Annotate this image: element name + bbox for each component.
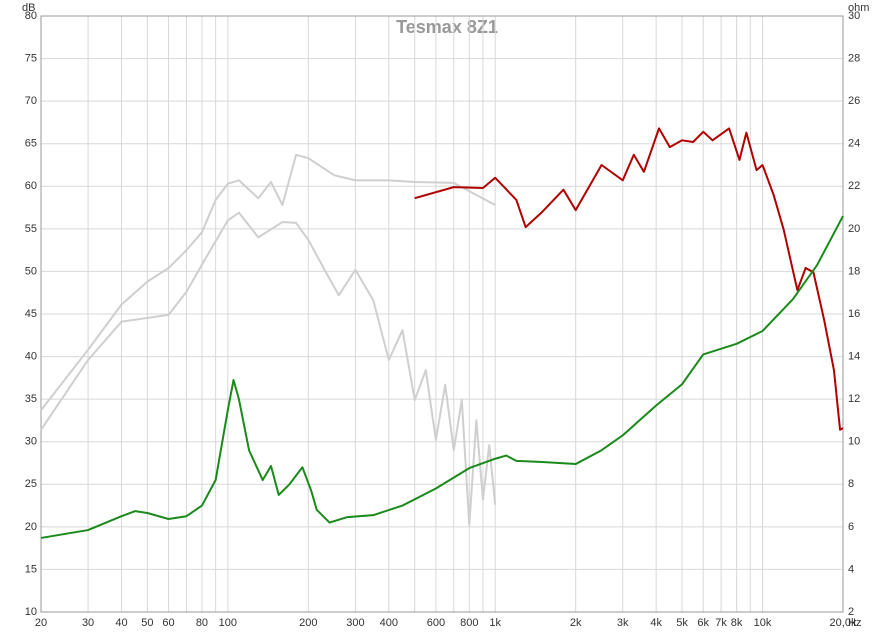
x-tick-label: 600 <box>427 617 445 629</box>
series-line <box>40 211 497 527</box>
y-tick-label: 75 <box>25 52 37 64</box>
x-tick-label: 30 <box>82 617 94 629</box>
x-tick-label: 8k <box>731 617 743 629</box>
x-tick-label: 800 <box>460 617 478 629</box>
y-tick-label: 70 <box>25 95 37 107</box>
y2-tick-label: 28 <box>848 52 860 64</box>
y-tick-label: 10 <box>25 606 37 618</box>
y-tick-label: 25 <box>25 478 37 490</box>
y2-tick-label: 4 <box>848 563 854 575</box>
y2-tick-label: 12 <box>848 393 860 405</box>
y-tick-label: 60 <box>25 180 37 192</box>
y-tick-label: 65 <box>25 138 37 150</box>
x-tick-label: 20,0k <box>830 617 857 629</box>
x-tick-label: 50 <box>141 617 153 629</box>
y-tick-label: 20 <box>25 521 37 533</box>
x-tick-label: 200 <box>299 617 317 629</box>
x-tick-label: 1k <box>489 617 501 629</box>
chart-title: Tesmax 8Z1 <box>396 17 498 37</box>
y2-tick-label: 6 <box>848 521 854 533</box>
x-tick-label: 10k <box>754 617 772 629</box>
x-tick-label: 6k <box>697 617 709 629</box>
y2-tick-label: 24 <box>848 138 860 150</box>
y2-tick-label: 20 <box>848 223 860 235</box>
y2-tick-label: 10 <box>848 436 860 448</box>
series-line <box>40 153 496 411</box>
y2-tick-label: 26 <box>848 95 860 107</box>
series-line <box>40 215 844 539</box>
y2-tick-label: 8 <box>848 478 854 490</box>
y2-tick-label: 2 <box>848 606 854 618</box>
x-tick-label: 60 <box>162 617 174 629</box>
x-tick-label: 40 <box>115 617 127 629</box>
x-tick-label: 7k <box>715 617 727 629</box>
x-tick-label: 5k <box>676 617 688 629</box>
y-axis-label: dB <box>22 2 35 14</box>
y2-tick-label: 18 <box>848 265 860 277</box>
x-tick-label: 100 <box>219 617 237 629</box>
y-tick-label: 40 <box>25 350 37 362</box>
plot-frame <box>40 15 844 613</box>
y-tick-label: 30 <box>25 436 37 448</box>
y-tick-label: 35 <box>25 393 37 405</box>
y-tick-label: 15 <box>25 563 37 575</box>
x-axis-label: Hz <box>848 617 861 629</box>
y-tick-label: 45 <box>25 308 37 320</box>
y-tick-label: 80 <box>25 10 37 22</box>
x-tick-label: 80 <box>196 617 208 629</box>
series-line <box>414 127 844 431</box>
x-tick-label: 20 <box>35 617 47 629</box>
x-tick-label: 3k <box>617 617 629 629</box>
x-tick-label: 4k <box>650 617 662 629</box>
x-tick-label: 400 <box>380 617 398 629</box>
y-tick-label: 50 <box>25 265 37 277</box>
y-tick-label: 55 <box>25 223 37 235</box>
y2-tick-label: 30 <box>848 10 860 22</box>
y2-axis-label: ohm <box>848 2 869 14</box>
y2-tick-label: 16 <box>848 308 860 320</box>
x-tick-label: 2k <box>570 617 582 629</box>
y2-tick-label: 22 <box>848 180 860 192</box>
y2-tick-label: 14 <box>848 350 860 362</box>
x-tick-label: 300 <box>346 617 364 629</box>
